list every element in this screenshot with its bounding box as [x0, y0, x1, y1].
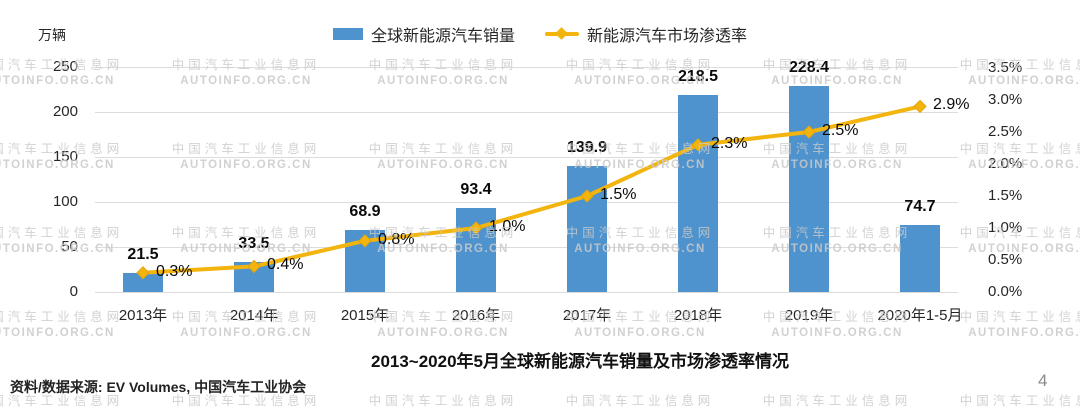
penetration-value-label: 0.3%: [156, 262, 193, 280]
left-axis-tick: 50: [61, 238, 78, 255]
penetration-value-label: 0.8%: [378, 230, 415, 248]
bar-2020年1-5月: [900, 224, 940, 292]
chart-title: 2013~2020年5月全球新能源汽车销量及市场渗透率情况: [370, 352, 790, 371]
x-axis-label: 2014年: [229, 307, 279, 324]
bar-value-label: 93.4: [460, 180, 492, 198]
x-axis-label: 2013年: [118, 307, 168, 324]
line-marker-icon: [555, 27, 568, 40]
right-axis-tick: 0.0%: [988, 283, 1023, 300]
right-axis-tick: 2.0%: [988, 155, 1023, 172]
legend-item-penetration: 新能源汽车市场渗透率: [545, 22, 747, 46]
bar-2018年: [678, 95, 718, 292]
right-axis-tick: 1.5%: [988, 187, 1023, 204]
x-axis-label: 2020年1-5月: [877, 307, 963, 324]
chart-legend: 全球新能源汽车销量 新能源汽车市场渗透率: [0, 22, 1080, 46]
bar-series-swatch-icon: [332, 28, 363, 40]
left-axis-tick: 200: [52, 103, 78, 120]
x-axis-label: 2017年: [562, 307, 612, 324]
bar-2017年: [567, 166, 607, 292]
bar-value-label: 74.7: [904, 197, 936, 215]
bar-series-label: 全球新能源汽车销量: [370, 28, 515, 45]
right-axis-tick: 1.0%: [988, 219, 1023, 236]
line-series-label: 新能源汽车市场渗透率: [587, 28, 748, 45]
x-axis-label: 2019年: [784, 307, 834, 324]
bar-2019年: [789, 86, 829, 292]
bar-value-label: 228.4: [788, 59, 830, 77]
penetration-value-label: 2.5%: [822, 122, 859, 139]
bar-value-label: 218.5: [677, 68, 719, 86]
gridline: [95, 291, 958, 293]
left-axis-tick: 250: [52, 58, 78, 75]
left-axis-tick: 150: [52, 148, 78, 165]
left-axis-tick: 100: [52, 193, 78, 210]
penetration-value-label: 2.3%: [711, 134, 748, 152]
page-number: 4: [1038, 371, 1048, 390]
left-axis-unit-label: 万辆: [38, 27, 66, 43]
right-axis-tick: 0.5%: [988, 251, 1023, 268]
bar-2013年: [123, 272, 163, 292]
x-axis-label: 2016年: [451, 307, 501, 324]
bar-value-label: 21.5: [127, 245, 159, 263]
bar-value-label: 68.9: [349, 202, 381, 220]
x-axis-label: 2018年: [673, 307, 723, 324]
legend-item-sales: 全球新能源汽车销量: [332, 22, 515, 46]
gridline: [95, 66, 958, 68]
penetration-value-label: 1.5%: [600, 186, 637, 203]
left-axis-tick: 0: [69, 283, 78, 300]
right-axis-tick: 2.5%: [988, 123, 1023, 140]
line-series-swatch-icon: [545, 27, 579, 40]
bar-value-label: 33.5: [238, 234, 270, 252]
penetration-value-label: 0.4%: [267, 256, 304, 274]
penetration-value-label: 2.9%: [933, 96, 970, 114]
right-axis-tick: 3.5%: [988, 59, 1023, 76]
bar-value-label: 139.9: [566, 139, 608, 157]
penetration-value-label: 1.0%: [489, 218, 526, 235]
source-note: 资料/数据来源: EV Volumes, 中国汽车工业协会: [10, 379, 307, 395]
right-axis-tick: 3.0%: [988, 91, 1023, 108]
x-axis-label: 2015年: [340, 307, 390, 324]
